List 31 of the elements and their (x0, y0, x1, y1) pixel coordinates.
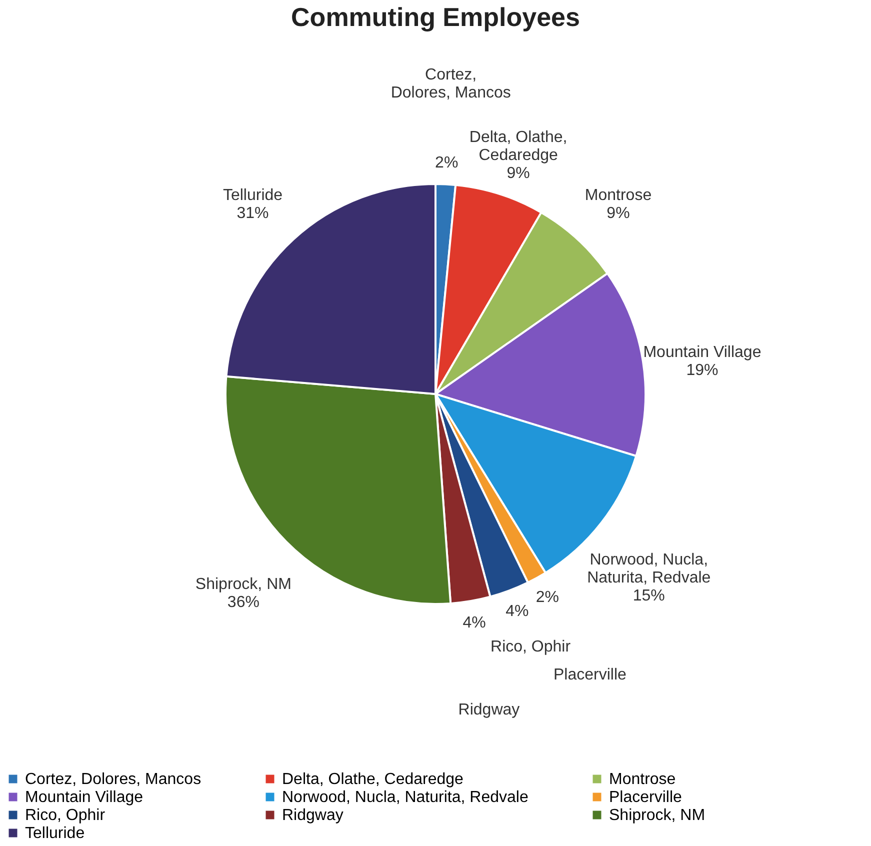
slice-label: Telluride (222, 187, 283, 204)
data-label: 9% (506, 165, 530, 182)
slice-label: Mountain Village (643, 344, 762, 362)
slice-label: Norwood, Nucla, Naturita, Redvale (587, 551, 711, 586)
legend-label: Rico, Ophir (25, 807, 106, 824)
data-label: 4% (506, 603, 529, 620)
chart-title: Commuting Employees (291, 2, 580, 32)
slice-label: Montrose (584, 187, 652, 204)
legend-label: Shiprock, NM (609, 807, 706, 824)
data-label: 4% (462, 614, 486, 632)
legend-label: Delta, Olathe, Cedaredge (282, 771, 464, 788)
data-label: 9% (606, 205, 630, 222)
legend-label: Cortez, Dolores, Mancos (25, 771, 202, 788)
slice-label: Delta, Olathe, Cedaredge (469, 129, 568, 164)
legend-label: Montrose (609, 771, 676, 788)
category-label: Placerville (553, 666, 626, 684)
data-label: 19% (686, 362, 718, 380)
category-label: Cortez, Dolores, Mancos (390, 66, 511, 102)
slice-label: Rico, Ophir (490, 638, 572, 656)
legend-label: Mountain Village (25, 789, 144, 806)
slice-label: Shiprock, NM (195, 576, 292, 593)
data-label: 31% (236, 205, 269, 222)
legend-label: Placerville (609, 789, 682, 806)
legend-label: Norwood, Nucla, Naturita, Redvale (282, 789, 528, 806)
data-label: 36% (227, 594, 260, 611)
data-label: 2% (536, 589, 560, 606)
category-label: Ridgway (458, 702, 520, 718)
data-label: 15% (632, 587, 665, 604)
legend-label: Telluride (25, 825, 85, 842)
legend-label: Ridgway (282, 807, 344, 824)
data-label: 2% (435, 154, 458, 172)
